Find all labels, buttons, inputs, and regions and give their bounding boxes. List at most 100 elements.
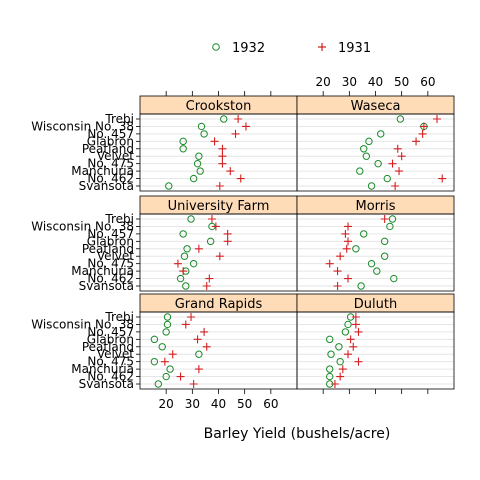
point-1932 <box>196 167 204 175</box>
x-axis-label: Barley Yield (bushels/acre) <box>204 426 391 442</box>
point-1932 <box>357 282 365 290</box>
point-1931 <box>194 244 203 253</box>
point-1932 <box>356 167 364 175</box>
point-1932 <box>362 152 371 160</box>
panel-waseca: Waseca <box>296 95 455 192</box>
point-1932 <box>335 343 343 351</box>
variety-label: Trebi <box>104 212 134 226</box>
point-1932 <box>154 380 163 388</box>
point-1932 <box>367 182 376 190</box>
variety-label: No. 462 <box>87 272 134 286</box>
x-tick-label: 50 <box>237 397 252 411</box>
point-1931 <box>218 152 227 161</box>
variety-label: Velvet <box>97 347 134 361</box>
panel-frame <box>296 311 455 390</box>
point-1931 <box>193 335 202 344</box>
strip-label: Grand Rapids <box>175 297 263 312</box>
variety-label: Manchuria <box>71 164 134 178</box>
point-1932 <box>158 343 166 351</box>
point-1931 <box>349 342 358 351</box>
point-1931 <box>412 137 421 146</box>
point-1932 <box>195 350 203 358</box>
point-1931 <box>354 357 363 366</box>
point-1932 <box>327 350 335 358</box>
panel-frame <box>139 113 298 192</box>
variety-label: Manchuria <box>71 264 134 278</box>
point-1931 <box>344 237 353 246</box>
variety-label: Velvet <box>97 149 134 163</box>
point-1932 <box>189 174 198 183</box>
legend-marker-1932 <box>212 43 220 51</box>
point-1931 <box>215 252 224 261</box>
point-1931 <box>241 122 250 131</box>
legend-marker-1931 <box>318 43 326 51</box>
x-tick-label: 20 <box>159 397 174 411</box>
point-1931 <box>179 267 188 276</box>
variety-label: No. 457 <box>87 227 134 241</box>
point-1931 <box>223 229 232 238</box>
variety-label: Glabron <box>87 234 134 248</box>
point-1931 <box>325 259 334 268</box>
point-1932 <box>182 282 190 290</box>
point-1931 <box>338 365 347 374</box>
variety-label: Peatland <box>82 142 134 156</box>
x-tick-label: 40 <box>211 397 226 411</box>
point-1931 <box>419 122 428 131</box>
point-1932 <box>176 274 185 283</box>
variety-label: Svansota <box>79 377 134 391</box>
x-tick-label: 60 <box>420 75 435 89</box>
variety-label: No. 475 <box>87 257 134 271</box>
variety-label: No. 457 <box>87 325 134 339</box>
point-1932 <box>352 245 360 253</box>
point-1932 <box>189 259 198 268</box>
variety-label: Velvet <box>97 249 134 263</box>
point-1932 <box>183 245 191 253</box>
point-1931 <box>218 144 227 153</box>
point-1931 <box>189 380 198 388</box>
point-1931 <box>330 380 339 388</box>
strip-label: Duluth <box>354 297 397 312</box>
point-1931 <box>346 335 355 344</box>
point-1932 <box>388 215 397 223</box>
point-1931 <box>205 274 214 283</box>
point-1932 <box>179 230 187 238</box>
point-1931 <box>202 282 211 290</box>
point-1931 <box>418 129 427 138</box>
point-1932 <box>193 159 202 168</box>
point-1931 <box>231 129 240 138</box>
point-1931 <box>226 167 235 176</box>
variety-label: Trebi <box>104 112 134 126</box>
point-1932 <box>179 145 187 153</box>
point-1932 <box>162 372 170 381</box>
point-1932 <box>163 313 172 321</box>
point-1931 <box>395 167 404 176</box>
panel-duluth: Duluth <box>296 293 455 390</box>
point-1931 <box>234 115 243 123</box>
point-1931 <box>215 182 224 190</box>
point-1931 <box>432 115 441 123</box>
x-tick-label: 30 <box>185 397 200 411</box>
point-1931 <box>181 320 190 329</box>
point-1932 <box>344 320 352 329</box>
point-1931 <box>218 159 227 168</box>
point-1931 <box>200 327 209 336</box>
variety-label: No. 462 <box>87 172 134 186</box>
point-1932 <box>360 230 368 238</box>
x-tick-label: 30 <box>342 75 357 89</box>
legend-label-1932: 1932 <box>232 41 265 56</box>
point-1931 <box>168 350 177 359</box>
point-1931 <box>354 327 363 336</box>
point-1932 <box>365 137 373 146</box>
legend: 1932 1931 <box>212 41 371 56</box>
point-1931 <box>351 320 360 329</box>
point-1931 <box>173 259 182 268</box>
point-1932 <box>150 357 159 366</box>
variety-label: No. 457 <box>87 127 134 141</box>
variety-label: No. 462 <box>87 370 134 384</box>
point-1931 <box>351 313 360 321</box>
point-1931 <box>344 350 353 359</box>
point-1932 <box>195 152 203 160</box>
